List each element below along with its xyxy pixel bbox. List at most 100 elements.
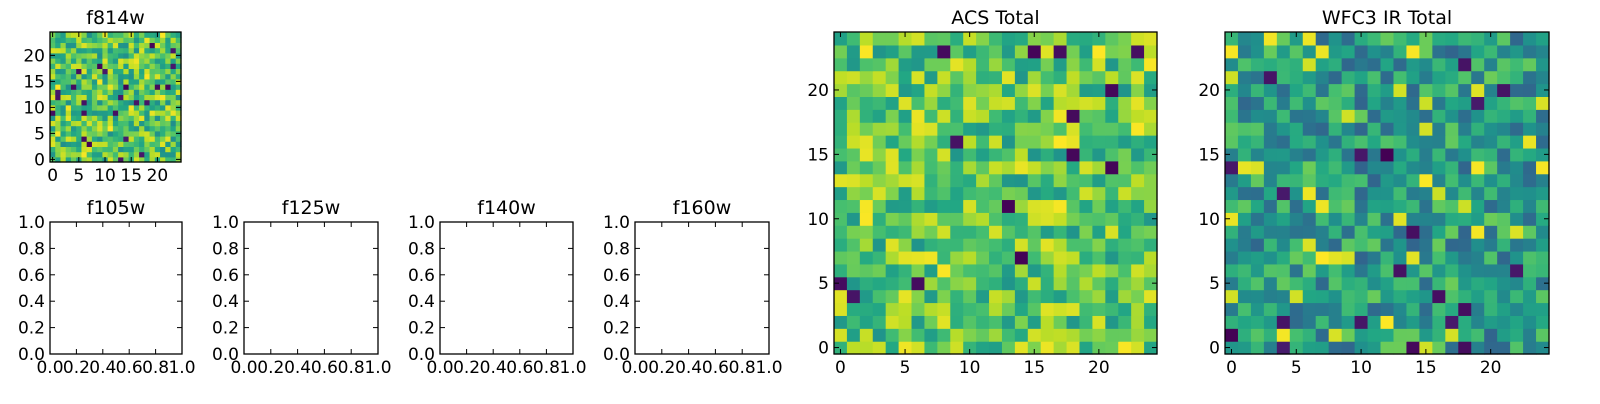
heatmap-cell [1315, 302, 1330, 316]
heatmap-cell [65, 94, 72, 101]
heatmap-cell [859, 57, 874, 72]
heatmap-cell [950, 199, 964, 213]
heatmap-cell [60, 73, 67, 80]
heatmap-cell [50, 89, 56, 95]
heatmap-cell [1225, 109, 1239, 123]
y-tick-label: 20 [23, 46, 45, 66]
heatmap-cell [1497, 289, 1511, 304]
heatmap-cell [154, 130, 161, 137]
heatmap-cell [81, 78, 88, 85]
heatmap-cell [1040, 238, 1055, 252]
heatmap-cell [1040, 328, 1055, 342]
heatmap-cell [1066, 263, 1081, 278]
heatmap-cell [1092, 44, 1106, 59]
heatmap-cell [1497, 315, 1511, 329]
heatmap-cell [950, 328, 964, 342]
heatmap-cell [1367, 122, 1382, 136]
heatmap-cell [1445, 135, 1459, 149]
heatmap-cell [989, 57, 1003, 72]
heatmap-cell [1536, 135, 1550, 149]
heatmap-cell [885, 250, 900, 265]
heatmap-cell [1432, 70, 1446, 85]
heatmap-cell [1523, 212, 1537, 226]
heatmap-cell [175, 89, 182, 95]
heatmap-cell [1276, 212, 1291, 226]
heatmap-cell [937, 44, 951, 59]
heatmap-cell [160, 120, 166, 127]
heatmap-cell [107, 94, 114, 101]
heatmap-cell [859, 225, 874, 239]
heatmap-cell [1276, 83, 1291, 97]
heatmap-cell [898, 70, 913, 85]
heatmap-cell [97, 151, 103, 158]
heatmap-cell [1079, 238, 1093, 252]
heatmap-cell [170, 94, 177, 101]
heatmap-cell [1315, 263, 1330, 278]
heatmap-cell [160, 156, 166, 163]
heatmap-cell [139, 99, 145, 106]
heatmap-cell [175, 63, 182, 69]
heatmap-cell [1302, 341, 1317, 355]
x-tick-label: 5 [900, 358, 911, 378]
heatmap-cell [160, 94, 166, 101]
heatmap-cell [1289, 135, 1304, 149]
heatmap-cell [1536, 57, 1550, 72]
heatmap-cell [924, 341, 938, 355]
heatmap-cell [76, 141, 83, 147]
heatmap-cell [1118, 250, 1132, 265]
heatmap-cell [1341, 250, 1356, 265]
heatmap-cell [1367, 276, 1382, 291]
heatmap-cell [1263, 32, 1278, 46]
heatmap-cell [1144, 250, 1158, 265]
heatmap-cell [963, 173, 977, 188]
heatmap-cell [107, 125, 114, 132]
heatmap-cell [165, 89, 172, 95]
heatmap-cell [123, 47, 130, 54]
heatmap-cell [65, 146, 72, 153]
heatmap-cell [128, 84, 135, 90]
heatmap-cell [937, 315, 951, 329]
heatmap-cell [1380, 199, 1395, 213]
heatmap-cell [102, 58, 109, 64]
heatmap-cell [1053, 315, 1068, 329]
heatmap-cell [1144, 225, 1158, 239]
heatmap-cell [154, 151, 161, 158]
heatmap-cell [834, 109, 848, 123]
heatmap-cell [911, 135, 926, 149]
heatmap-cell [1367, 250, 1382, 265]
heatmap-cell [81, 125, 88, 132]
heatmap-cell [1445, 199, 1459, 213]
heatmap-cell [118, 78, 124, 85]
heatmap-cell [872, 96, 887, 110]
heatmap-cell [1419, 96, 1433, 110]
heatmap-cell [1014, 186, 1029, 201]
heatmap-cell [1406, 44, 1420, 59]
heatmap-cell [950, 263, 964, 278]
heatmap-cell [76, 78, 83, 85]
panel-4-title: f160w [673, 197, 732, 219]
heatmap-cell [911, 341, 926, 355]
heatmap-cell [1027, 341, 1042, 355]
heatmap-cell [76, 115, 83, 121]
x-tick-label: 0.4 [89, 358, 116, 378]
heatmap-cell [1118, 341, 1132, 355]
heatmap-cell [1328, 160, 1343, 175]
heatmap-cell [1458, 225, 1472, 239]
heatmap-cell [1510, 186, 1524, 201]
heatmap-cell [911, 96, 926, 110]
heatmap-cell [1471, 109, 1485, 123]
heatmap-cell [86, 151, 93, 158]
heatmap-cell [846, 238, 861, 252]
heatmap-cell [133, 151, 140, 158]
heatmap-cell [898, 225, 913, 239]
heatmap-cell [1276, 147, 1291, 162]
heatmap-cell [1131, 328, 1145, 342]
heatmap-cell [65, 130, 72, 137]
heatmap-cell [950, 289, 964, 304]
heatmap-cell [160, 37, 166, 43]
heatmap-cell [91, 63, 98, 69]
heatmap-cell [859, 147, 874, 162]
heatmap-cell [76, 89, 83, 95]
heatmap-cell [1432, 263, 1446, 278]
heatmap-cell [1118, 70, 1132, 85]
